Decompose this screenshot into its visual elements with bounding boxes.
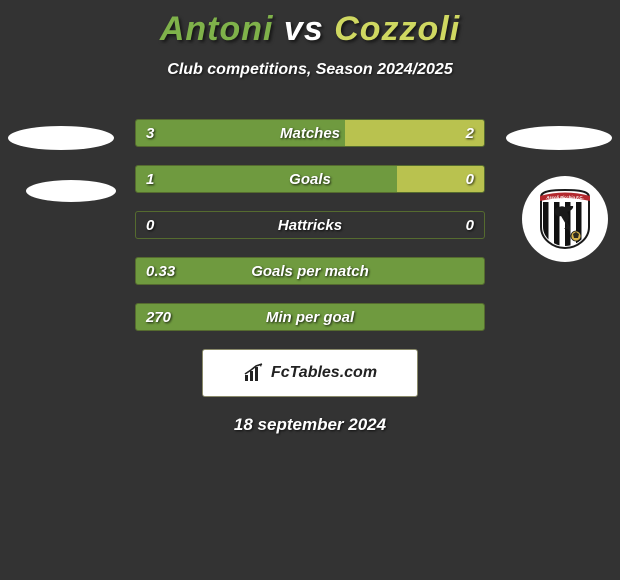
stat-row-matches: 3 2 Matches	[135, 119, 485, 147]
stat-label: Goals	[136, 166, 484, 192]
barchart-icon	[243, 363, 265, 383]
crest-icon: Ascoli Picchio F.C.	[537, 187, 593, 251]
stat-row-goals-per-match: 0.33 Goals per match	[135, 257, 485, 285]
stat-row-goals: 1 0 Goals	[135, 165, 485, 193]
player1-name: Antoni	[160, 10, 274, 48]
date-text: 18 september 2024	[0, 415, 620, 435]
stat-row-hattricks: 0 0 Hattricks	[135, 211, 485, 239]
fctables-logo-text: FcTables.com	[271, 364, 377, 382]
stat-label: Min per goal	[136, 304, 484, 330]
stat-label: Matches	[136, 120, 484, 146]
stat-label: Hattricks	[136, 212, 484, 238]
crest-banner-text: Ascoli Picchio F.C.	[545, 195, 583, 200]
club-crest-right: Ascoli Picchio F.C.	[522, 176, 608, 262]
player2-name: Cozzoli	[334, 10, 460, 48]
page-title: Antoni vs Cozzoli	[0, 0, 620, 49]
fctables-logo-box[interactable]: FcTables.com	[202, 349, 418, 397]
vs-text: vs	[284, 10, 324, 48]
stat-label: Goals per match	[136, 258, 484, 284]
page-subtitle: Club competitions, Season 2024/2025	[0, 61, 620, 79]
stat-row-min-per-goal: 270 Min per goal	[135, 303, 485, 331]
